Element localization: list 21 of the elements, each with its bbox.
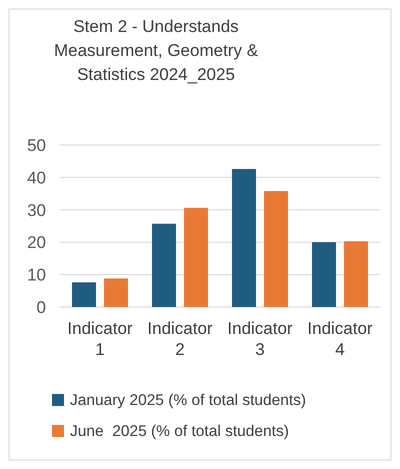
legend-label: January 2025 (% of total students) xyxy=(70,392,306,409)
bar xyxy=(152,224,176,307)
y-tick-label: 0 xyxy=(36,298,46,317)
y-tick-label: 10 xyxy=(27,266,46,285)
legend-label: June 2025 (% of total students) xyxy=(70,423,289,440)
y-tick-label: 30 xyxy=(27,200,46,220)
x-tick-label: Indicator 2 xyxy=(147,319,213,359)
x-tick-label: Indicator 1 xyxy=(67,319,133,359)
bar xyxy=(104,278,128,307)
bar xyxy=(264,191,288,307)
y-tick-label: 40 xyxy=(27,168,46,188)
x-tick-label: Indicator 4 xyxy=(307,319,373,359)
bar xyxy=(184,208,208,307)
bar xyxy=(72,282,96,307)
y-tick-label: 20 xyxy=(27,233,46,252)
x-tick-label: Indicator 3 xyxy=(227,319,293,359)
y-tick-label: 50 xyxy=(27,136,46,155)
bar xyxy=(232,168,256,307)
bar xyxy=(344,241,368,307)
bar xyxy=(312,242,336,307)
chart-title: Stem 2 - Understands Measurement, Geometry & Statistics 2024_2025 xyxy=(54,17,259,84)
